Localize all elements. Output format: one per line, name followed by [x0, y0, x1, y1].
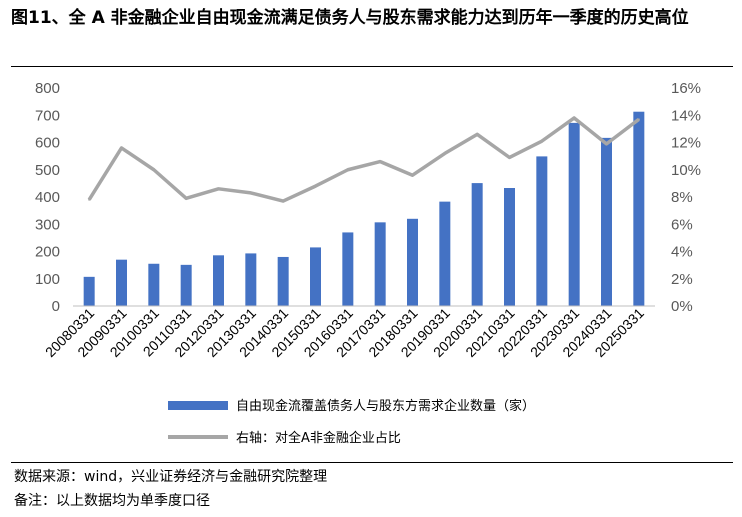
legend: 自由现金流覆盖债务人与股东方需求企业数量（家） 右轴：对全A非金融企业占比 [168, 398, 535, 446]
left-tick-label: 800 [35, 80, 60, 97]
chart-canvas: 0 100 200 300 400 500 600 700 800 0% 2% 4% 6% 8% 10% 1… [35, 80, 701, 446]
bar [148, 263, 160, 306]
line-point [573, 116, 576, 119]
legend-bar-label: 自由现金流覆盖债务人与股东方需求企业数量（家） [236, 398, 535, 414]
bar [277, 256, 289, 306]
right-tick-label: 14% [671, 107, 701, 124]
line-point [88, 198, 91, 201]
right-tick-label: 0% [671, 298, 693, 315]
right-tick-label: 4% [671, 244, 693, 261]
right-tick-label: 16% [671, 80, 701, 97]
bar [310, 247, 321, 306]
right-tick-label: 2% [671, 271, 693, 288]
line-point [476, 133, 479, 136]
line-point [185, 197, 188, 200]
right-tick-label: 10% [671, 162, 701, 179]
line-point [346, 168, 349, 171]
bar [407, 218, 418, 306]
bar [83, 276, 95, 306]
left-tick-label: 200 [35, 244, 60, 261]
left-tick-label: 700 [35, 107, 60, 124]
bar [568, 122, 580, 306]
left-axis: 0 100 200 300 400 500 600 700 800 [35, 80, 60, 315]
bar [536, 156, 548, 306]
line-point [637, 118, 640, 121]
right-axis: 0% 2% 4% 6% 8% 10% 12% 14% 16% [671, 80, 701, 315]
line-point [605, 142, 608, 145]
line-point [282, 200, 285, 203]
bar [439, 201, 451, 306]
line-point [314, 185, 317, 188]
bar [213, 255, 224, 306]
share-line [87, 116, 640, 203]
line-point [508, 156, 511, 159]
line-point [217, 187, 220, 190]
line-point [379, 160, 382, 163]
right-tick-label: 12% [671, 135, 701, 152]
legend-bar-swatch [168, 401, 228, 410]
left-tick-label: 500 [35, 162, 60, 179]
legend-line-label: 右轴：对全A非金融企业占比 [236, 430, 401, 446]
line-point [249, 191, 252, 194]
line-point [120, 146, 123, 149]
remark-note: 备注：以上数据均为单季度口径 [14, 493, 210, 509]
bar [504, 188, 515, 306]
left-tick-label: 400 [35, 189, 60, 206]
line-point [411, 174, 414, 177]
chart-title: 图11、全 A 非金融企业自由现金流满足债务人与股东需求能力达到历年一季度的历史… [11, 8, 689, 28]
left-tick-label: 100 [35, 271, 60, 288]
left-tick-label: 0 [52, 298, 60, 315]
line-point [152, 168, 155, 171]
bar [180, 264, 192, 306]
bar-series [83, 111, 645, 306]
line-point [443, 152, 446, 155]
right-tick-label: 6% [671, 216, 693, 233]
line-series [87, 116, 640, 203]
bar [116, 259, 127, 306]
title-divider [11, 66, 733, 67]
bar [342, 232, 354, 306]
bar [601, 137, 612, 306]
bar [471, 183, 483, 306]
line-point [540, 140, 543, 143]
footer-divider [11, 462, 733, 463]
bar [245, 253, 257, 306]
source-note: 数据来源：wind，兴业证券经济与金融研究院整理 [14, 469, 328, 485]
bar [374, 222, 386, 306]
x-axis: 2008033120090331201003312011033120120331… [42, 305, 655, 360]
left-tick-label: 600 [35, 135, 60, 152]
right-tick-label: 8% [671, 189, 693, 206]
bar [633, 111, 645, 306]
left-tick-label: 300 [35, 216, 60, 233]
